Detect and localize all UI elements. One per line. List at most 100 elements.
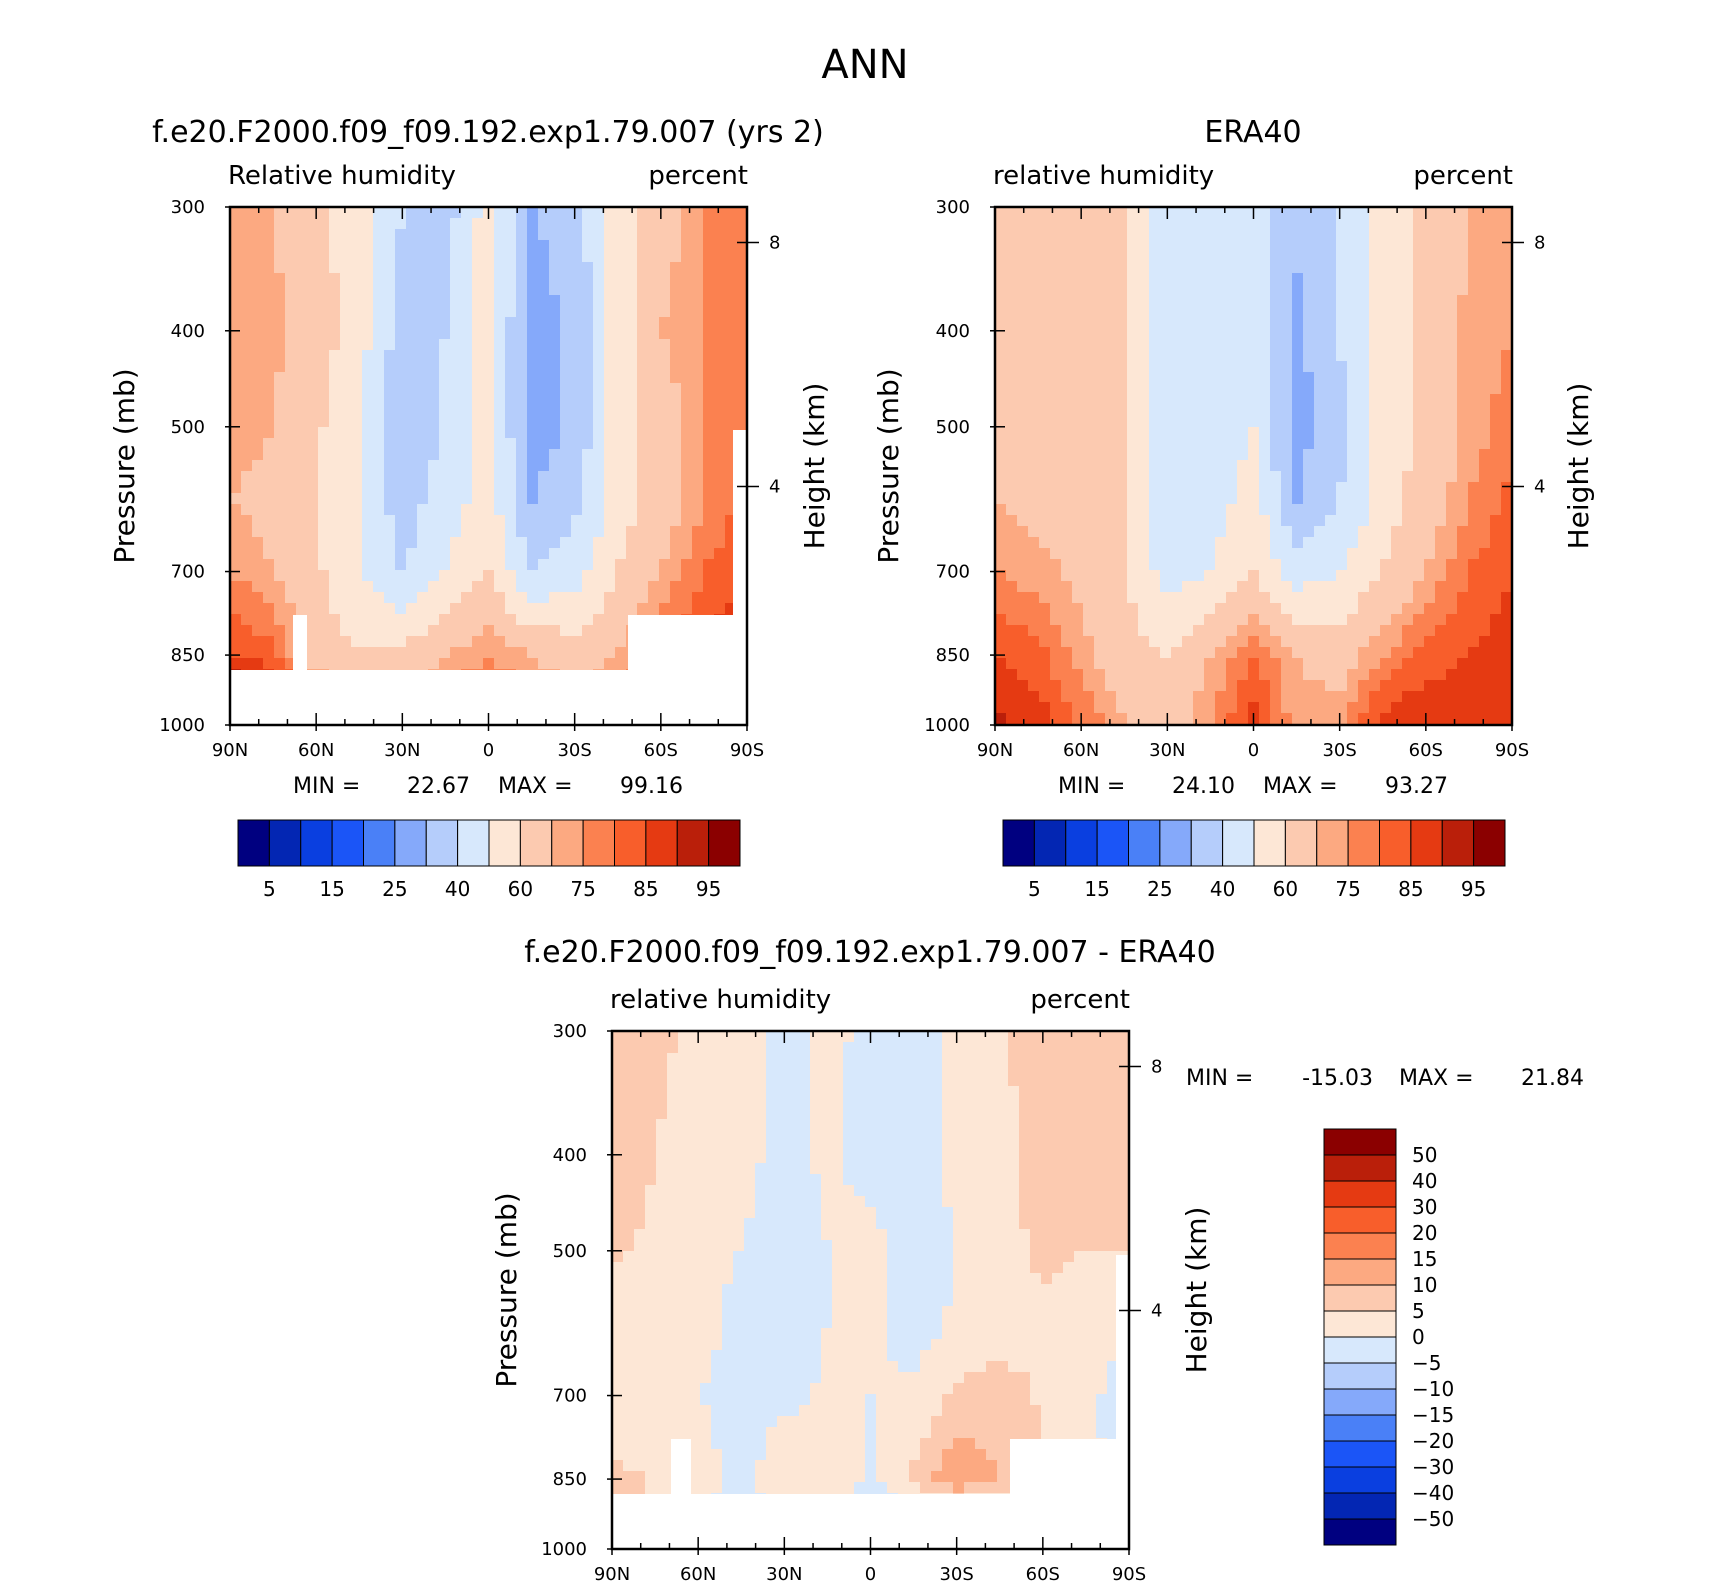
contour-cell (1402, 449, 1414, 461)
contour-cell (832, 1053, 844, 1065)
contour-cell (1039, 328, 1051, 340)
contour-cell (1072, 207, 1084, 219)
contour-cell (703, 339, 715, 351)
contour-cell (549, 251, 561, 263)
contour-cell (296, 416, 308, 428)
contour-cell (1193, 702, 1205, 714)
contour-cell (1358, 592, 1370, 604)
contour-cell (1061, 262, 1073, 274)
contour-cell (681, 581, 693, 593)
contour-cell (505, 449, 517, 461)
contour-cell (1050, 262, 1062, 274)
contour-cell (1138, 262, 1150, 274)
contour-cell (1347, 680, 1359, 692)
contour-cell (1457, 526, 1469, 538)
contour-cell (263, 548, 275, 560)
contour-cell (241, 394, 253, 406)
contour-cell (274, 581, 286, 593)
contour-cell (395, 460, 407, 472)
contour-cell (549, 438, 561, 450)
contour-cell (384, 570, 396, 582)
contour-cell (1303, 691, 1315, 703)
contour-cell (1248, 416, 1260, 428)
contour-cell (395, 240, 407, 252)
colorbar-box (1033, 819, 1067, 867)
contour-cell (417, 438, 429, 450)
contour-cell (1303, 504, 1315, 516)
contour-cell (307, 614, 319, 626)
contour-cell (909, 1086, 921, 1098)
contour-cell (681, 273, 693, 285)
colorbar-label: 60 (508, 877, 533, 901)
contour-cell (1072, 669, 1084, 681)
contour-cell (560, 504, 572, 516)
contour-cell (1116, 306, 1128, 318)
contour-cell (1028, 295, 1040, 307)
max-value: 93.27 (1385, 774, 1448, 799)
contour-cell (1479, 504, 1491, 516)
contour-cell (1193, 658, 1205, 670)
contour-cell (725, 284, 737, 296)
contour-cell (450, 229, 462, 241)
contour-cell (1171, 383, 1183, 395)
contour-cell (1314, 625, 1326, 637)
contour-cell (648, 262, 660, 274)
contour-cell (1314, 207, 1326, 219)
contour-cell (1270, 625, 1282, 637)
contour-cell (909, 1075, 921, 1087)
contour-cell (307, 658, 319, 670)
contour-cell (296, 262, 308, 274)
contour-cell (1072, 350, 1084, 362)
contour-cell (1435, 449, 1447, 461)
contour-cell (1413, 493, 1425, 505)
contour-cell (263, 493, 275, 505)
contour-cell (450, 251, 462, 263)
contour-cell (788, 1053, 800, 1065)
contour-cell (1281, 570, 1293, 582)
contour-cell (1215, 306, 1227, 318)
contour-cell (329, 207, 341, 219)
contour-cell (659, 482, 671, 494)
contour-cell (406, 251, 418, 263)
contour-cell (1424, 207, 1436, 219)
contour-cell (274, 328, 286, 340)
contour-cell (692, 350, 704, 362)
contour-cell (1160, 570, 1172, 582)
contour-cell (692, 581, 704, 593)
contour-cell (1237, 526, 1249, 538)
contour-cell (1039, 317, 1051, 329)
contour-cell (428, 295, 440, 307)
contour-cell (615, 449, 627, 461)
contour-cell (1314, 680, 1326, 692)
contour-cell (1402, 405, 1414, 417)
contour-cell (788, 1086, 800, 1098)
contour-cell (604, 383, 616, 395)
contour-cell (1336, 603, 1348, 615)
contour-cell (1259, 460, 1271, 472)
contour-cell (384, 229, 396, 241)
contour-cell (329, 251, 341, 263)
contour-cell (1061, 482, 1073, 494)
contour-cell (1204, 284, 1216, 296)
contour-cell (1435, 394, 1447, 406)
contour-cell (725, 262, 737, 274)
contour-cell (1193, 592, 1205, 604)
contour-cell (252, 625, 264, 637)
contour-cell (1259, 295, 1271, 307)
contour-cell (1490, 229, 1502, 241)
contour-cell (1490, 669, 1502, 681)
contour-cell (1292, 559, 1304, 571)
contour-cell (274, 570, 286, 582)
contour-cell (1028, 229, 1040, 241)
contour-cell (1017, 625, 1029, 637)
contour-cell (1138, 537, 1150, 549)
contour-cell (1292, 669, 1304, 681)
contour-cell (483, 658, 495, 670)
contour-cell (450, 460, 462, 472)
contour-cell (1270, 504, 1282, 516)
contour-cell (571, 207, 583, 219)
min-label: MIN = (1058, 774, 1125, 799)
contour-cell (1248, 405, 1260, 417)
contour-cell (1501, 229, 1512, 241)
